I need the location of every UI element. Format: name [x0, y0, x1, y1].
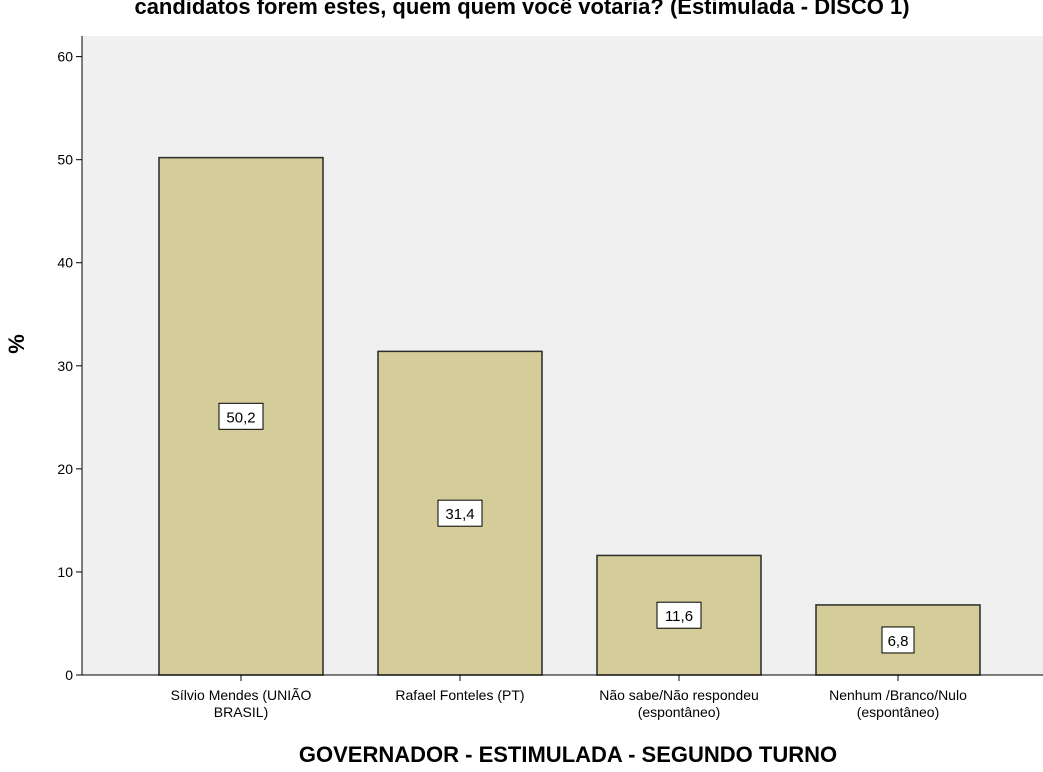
value-labels-group: 50,2 31,4 11,6 6,8 — [218, 402, 915, 654]
value-label-box — [218, 402, 264, 430]
value-label: 11,6 — [665, 608, 693, 625]
value-label: 31,4 — [445, 506, 474, 523]
value-label-box — [881, 626, 915, 654]
y-tick-label: 30 — [57, 358, 73, 374]
y-tick-label: 50 — [57, 152, 73, 168]
y-tick-label: 0 — [65, 667, 73, 683]
value-label-box — [437, 499, 483, 527]
x-tick-label: BRASIL) — [214, 704, 268, 720]
value-label-box — [656, 601, 702, 629]
y-axis-title: % — [4, 334, 29, 354]
x-tick-label: Nenhum /Branco/Nulo — [829, 687, 967, 703]
x-tick-label: Rafael Fonteles (PT) — [395, 687, 524, 703]
x-tick-label: Sílvio Mendes (UNIÃO — [171, 687, 312, 703]
chart-title: candidatos forem estes, quem quem você v… — [134, 0, 909, 19]
x-tick-label: (espontâneo) — [857, 704, 940, 720]
value-label: 6,8 — [888, 633, 909, 650]
y-tick-label: 60 — [57, 49, 73, 65]
y-tick-label: 20 — [57, 461, 73, 477]
x-axis-title: GOVERNADOR - ESTIMULADA - SEGUNDO TURNO — [299, 742, 837, 767]
y-tick-label: 40 — [57, 255, 73, 271]
x-tick-label: (espontâneo) — [638, 704, 721, 720]
x-tick-label: Não sabe/Não respondeu — [599, 687, 759, 703]
y-axis-ticks: 0 10 20 30 40 50 60 — [57, 49, 82, 683]
value-label: 50,2 — [226, 409, 255, 426]
y-tick-label: 10 — [57, 564, 73, 580]
